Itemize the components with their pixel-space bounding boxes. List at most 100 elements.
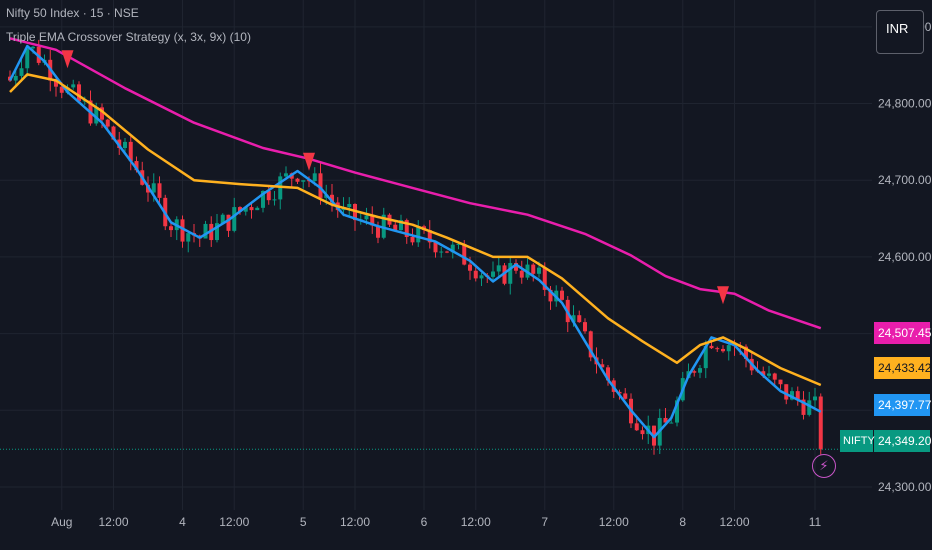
- candle-body: [715, 348, 720, 350]
- candle-body: [818, 396, 823, 450]
- candle: [393, 221, 398, 231]
- candle-body: [232, 207, 237, 231]
- x-tick-label: 7: [541, 515, 548, 529]
- candle-body: [600, 364, 605, 368]
- candle-body: [450, 244, 455, 253]
- candle-body: [473, 270, 478, 279]
- x-tick-label: 12:00: [98, 515, 128, 529]
- x-tick-label: 12:00: [719, 515, 749, 529]
- y-tick-label: 24,600.00: [878, 250, 932, 264]
- candle: [186, 232, 191, 253]
- candle-body: [330, 194, 334, 203]
- candle-body: [807, 400, 812, 415]
- candle: [19, 59, 24, 83]
- candle: [13, 70, 18, 86]
- currency-button[interactable]: INR: [876, 10, 924, 54]
- ema-line-ema_slow: [9, 37, 822, 330]
- candle-body: [617, 391, 622, 394]
- candle-body: [19, 68, 24, 76]
- candle: [801, 391, 806, 420]
- candle: [169, 221, 173, 237]
- candle-body: [675, 400, 679, 423]
- candle-body: [462, 243, 467, 265]
- candle-body: [778, 379, 783, 385]
- candle: [692, 369, 697, 377]
- candle-body: [726, 345, 731, 352]
- candle: [514, 259, 518, 274]
- candle-body: [508, 263, 513, 284]
- candle: [606, 365, 610, 386]
- candle: [381, 207, 386, 240]
- candle: [123, 138, 127, 153]
- candle-body: [410, 236, 415, 243]
- candle: [25, 45, 30, 77]
- candle-body: [640, 430, 645, 435]
- candle: [652, 425, 656, 455]
- x-tick-label: 12:00: [340, 515, 370, 529]
- candle: [439, 246, 444, 258]
- candle-body: [295, 178, 300, 182]
- candle-body: [284, 173, 288, 177]
- candle: [560, 286, 564, 301]
- candle: [77, 81, 81, 103]
- candle-body: [813, 396, 817, 401]
- candle-body: [772, 373, 777, 380]
- lightning-icon[interactable]: ⚡︎: [812, 454, 836, 478]
- x-tick-label: 12:00: [219, 515, 249, 529]
- candle: [519, 260, 524, 284]
- candle-body: [399, 220, 403, 231]
- x-tick-label: 12:00: [461, 515, 491, 529]
- candle-body: [318, 173, 323, 198]
- candle-body: [761, 371, 766, 376]
- candle: [577, 310, 582, 323]
- candle: [347, 197, 352, 217]
- x-tick-label: Aug: [51, 515, 72, 529]
- y-tick-label: 24,700.00: [878, 173, 932, 187]
- candle-body: [479, 275, 484, 279]
- candle-body: [59, 86, 64, 93]
- candle: [433, 240, 438, 258]
- ema-line-ema_fast: [8, 44, 822, 439]
- candle: [525, 256, 530, 280]
- candle-body: [588, 331, 593, 358]
- candle-body: [698, 368, 702, 373]
- candle: [88, 90, 93, 126]
- chart-title: Nifty 50 Index · 15 · NSE: [6, 6, 139, 20]
- candle-body: [266, 190, 271, 201]
- candle-body: [709, 345, 714, 349]
- x-tick-label: 6: [421, 515, 428, 529]
- candle-body: [186, 233, 191, 242]
- candle: [479, 273, 484, 287]
- candle: [767, 365, 771, 379]
- candle-body: [215, 223, 219, 241]
- candle-body: [784, 384, 789, 400]
- candle: [508, 256, 513, 295]
- candle: [726, 342, 731, 361]
- candle-body: [31, 46, 35, 49]
- candle: [531, 263, 536, 282]
- candle: [640, 426, 645, 440]
- candle-body: [514, 263, 518, 271]
- candle: [496, 256, 501, 277]
- candle: [301, 180, 306, 189]
- candle-body: [25, 48, 30, 69]
- candle: [818, 393, 823, 455]
- candles: [8, 39, 823, 455]
- candle-body: [583, 322, 587, 332]
- candle-body: [123, 141, 127, 149]
- time-axis[interactable]: Aug 12:00 4 12:00 5 12:00 6 12:00 7 12:00 8 12:00 11: [51, 515, 821, 529]
- candle: [278, 172, 283, 210]
- candle: [445, 250, 449, 254]
- candle-body: [370, 215, 375, 226]
- candle-body: [571, 315, 576, 323]
- price-axis[interactable]: 24,900.0024,800.0024,700.0024,600.0024,3…: [878, 20, 932, 494]
- candle-body: [243, 207, 248, 212]
- sell-signal-marker: [61, 50, 74, 69]
- candle-body: [128, 141, 133, 162]
- candle-body: [634, 423, 639, 431]
- candle-body: [669, 422, 674, 424]
- candle: [255, 206, 260, 211]
- study-legend[interactable]: Triple EMA Crossover Strategy (x, 3x, 9x…: [6, 30, 251, 44]
- candle: [71, 79, 76, 90]
